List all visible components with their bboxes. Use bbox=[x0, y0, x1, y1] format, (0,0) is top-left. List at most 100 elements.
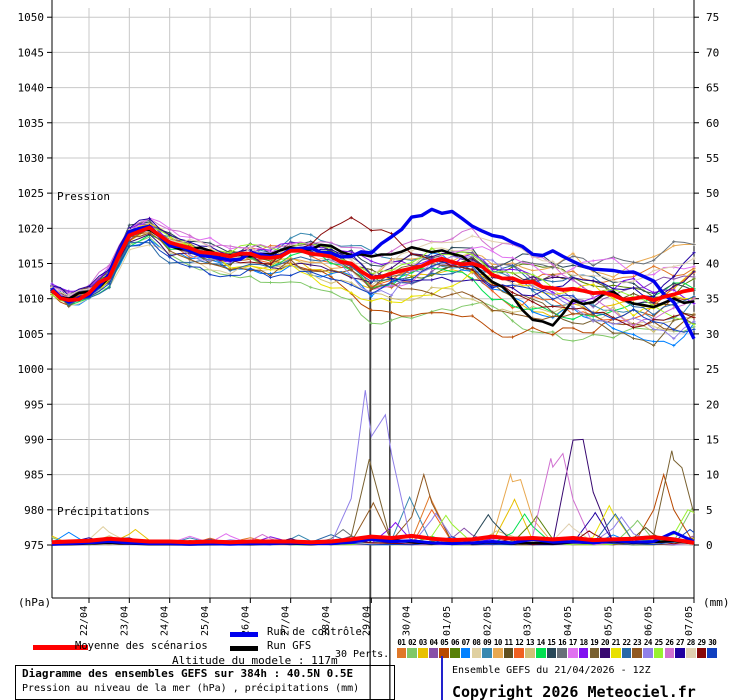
member-08-cell: 08 bbox=[471, 637, 482, 658]
member-11-swatch bbox=[503, 648, 514, 658]
precip-unit-label: (mm) bbox=[703, 596, 730, 609]
member-11-cell: 11 bbox=[503, 637, 514, 658]
member-02-cell: 02 bbox=[407, 637, 418, 658]
precip-tick-label: 40 bbox=[706, 258, 719, 271]
precip-tick-label: 55 bbox=[706, 152, 719, 165]
member-24-number: 24 bbox=[643, 638, 653, 647]
mean-precip-line bbox=[51, 533, 695, 545]
perturbations-count-label: 30 Perts. bbox=[335, 649, 390, 660]
member-20-swatch bbox=[600, 648, 610, 658]
member-30-number: 30 bbox=[708, 638, 717, 647]
member-08-swatch bbox=[471, 648, 482, 658]
member-26-swatch bbox=[664, 648, 675, 658]
member-14-cell: 14 bbox=[535, 637, 546, 658]
member-18-cell: 18 bbox=[578, 637, 589, 658]
member-27-cell: 27 bbox=[675, 637, 686, 658]
x-tick-label: 07/05 bbox=[684, 606, 695, 636]
member-28-number: 28 bbox=[686, 638, 696, 647]
member-23-swatch bbox=[632, 648, 642, 658]
title-box: Diagramme des ensembles GEFS sur 384h : … bbox=[15, 665, 395, 700]
pressure-tick-label: 1015 bbox=[18, 258, 45, 271]
precip-tick-label: 75 bbox=[706, 11, 719, 24]
member-06-swatch bbox=[450, 648, 460, 658]
member-13-swatch bbox=[525, 648, 535, 658]
x-tick-label: 25/04 bbox=[200, 606, 211, 636]
member-26-cell: 26 bbox=[664, 637, 675, 658]
member-15-cell: 15 bbox=[546, 637, 557, 658]
precip-tick-label: 70 bbox=[706, 46, 719, 59]
precip-tick-label: 50 bbox=[706, 187, 719, 200]
member-29-cell: 29 bbox=[696, 637, 707, 658]
member-24-precip-line bbox=[51, 390, 695, 546]
member-04-number: 04 bbox=[429, 638, 439, 647]
member-18-swatch bbox=[578, 648, 589, 658]
precip-tick-label: 60 bbox=[706, 117, 719, 130]
member-29-number: 29 bbox=[697, 638, 706, 647]
x-tick-label: 29/04 bbox=[361, 606, 372, 636]
pressure-tick-label: 1045 bbox=[18, 46, 45, 59]
x-tick-label: 30/04 bbox=[402, 606, 413, 636]
pressure-tick-label: 975 bbox=[24, 539, 44, 552]
member-17-number: 17 bbox=[568, 638, 578, 647]
precip-tick-label: 10 bbox=[706, 469, 719, 482]
member-26-precip-line bbox=[51, 452, 695, 546]
member-13-cell: 13 bbox=[525, 637, 536, 658]
member-09-number: 09 bbox=[483, 638, 492, 647]
member-29-swatch bbox=[696, 648, 707, 658]
x-tick-label: 06/05 bbox=[644, 606, 655, 636]
legend-control-swatch bbox=[230, 632, 258, 637]
member-21-cell: 21 bbox=[610, 637, 621, 658]
x-tick-label: 03/05 bbox=[523, 606, 534, 636]
pressure-tick-label: 980 bbox=[24, 504, 44, 517]
member-26-number: 26 bbox=[665, 638, 674, 647]
precip-tick-label: 35 bbox=[706, 293, 719, 306]
page-title: Diagramme des ensembles GEFS sur 384h : … bbox=[22, 667, 354, 680]
member-16-swatch bbox=[557, 648, 567, 658]
member-19-cell: 19 bbox=[589, 637, 600, 658]
member-30-cell: 30 bbox=[707, 637, 718, 658]
precip-tick-label: 65 bbox=[706, 82, 719, 95]
member-25-number: 25 bbox=[654, 638, 664, 647]
member-21-swatch bbox=[610, 648, 621, 658]
member-17-swatch bbox=[568, 648, 578, 658]
member-07-cell: 07 bbox=[460, 637, 471, 658]
x-tick-label: 05/05 bbox=[603, 606, 614, 636]
member-17-cell: 17 bbox=[568, 637, 579, 658]
member-color-strip: 01 02 03 04 05 06 07 08 09 10 11 12 13 14 15 16 17 18 19 20… bbox=[396, 637, 718, 658]
member-18-number: 18 bbox=[579, 638, 589, 647]
legend-mean-label: Moyenne des scénarios bbox=[75, 640, 208, 652]
member-24-swatch bbox=[643, 648, 653, 658]
pressure-tick-label: 985 bbox=[24, 469, 44, 482]
member-16-cell: 16 bbox=[557, 637, 568, 658]
x-tick-label: 22/04 bbox=[79, 606, 90, 636]
pressure-tick-label: 1040 bbox=[18, 82, 45, 95]
pressure-tick-label: 1010 bbox=[18, 293, 45, 306]
member-19-swatch bbox=[589, 648, 600, 658]
legend-gfs-label: Run GFS bbox=[267, 640, 312, 652]
member-27-swatch bbox=[675, 648, 685, 658]
member-03-number: 03 bbox=[418, 638, 428, 647]
member-15-number: 15 bbox=[547, 638, 556, 647]
member-10-swatch bbox=[493, 648, 503, 658]
member-02-swatch bbox=[407, 648, 417, 658]
control-precip-line bbox=[51, 530, 695, 546]
legend-gfs-swatch bbox=[230, 646, 258, 651]
pressure-tick-label: 1000 bbox=[18, 363, 45, 376]
legend-control-label: Run de contrôle bbox=[267, 626, 362, 638]
member-12-number: 12 bbox=[515, 638, 524, 647]
footer-divider-line bbox=[441, 656, 443, 700]
member-20-number: 20 bbox=[601, 638, 610, 647]
x-tick-label: 04/05 bbox=[563, 606, 574, 636]
member-28-swatch bbox=[685, 648, 696, 658]
precip-section-label: Précipitations bbox=[57, 505, 150, 518]
x-tick-label: 02/05 bbox=[482, 606, 493, 636]
member-23-number: 23 bbox=[633, 638, 642, 647]
member-11-number: 11 bbox=[504, 638, 514, 647]
x-tick-label: 24/04 bbox=[160, 606, 171, 636]
member-22-number: 22 bbox=[622, 638, 631, 647]
member-12-cell: 12 bbox=[514, 637, 525, 658]
member-30-swatch bbox=[707, 648, 717, 658]
member-08-number: 08 bbox=[472, 638, 481, 647]
x-tick-label: 01/05 bbox=[442, 606, 453, 636]
member-06-cell: 06 bbox=[450, 637, 461, 658]
